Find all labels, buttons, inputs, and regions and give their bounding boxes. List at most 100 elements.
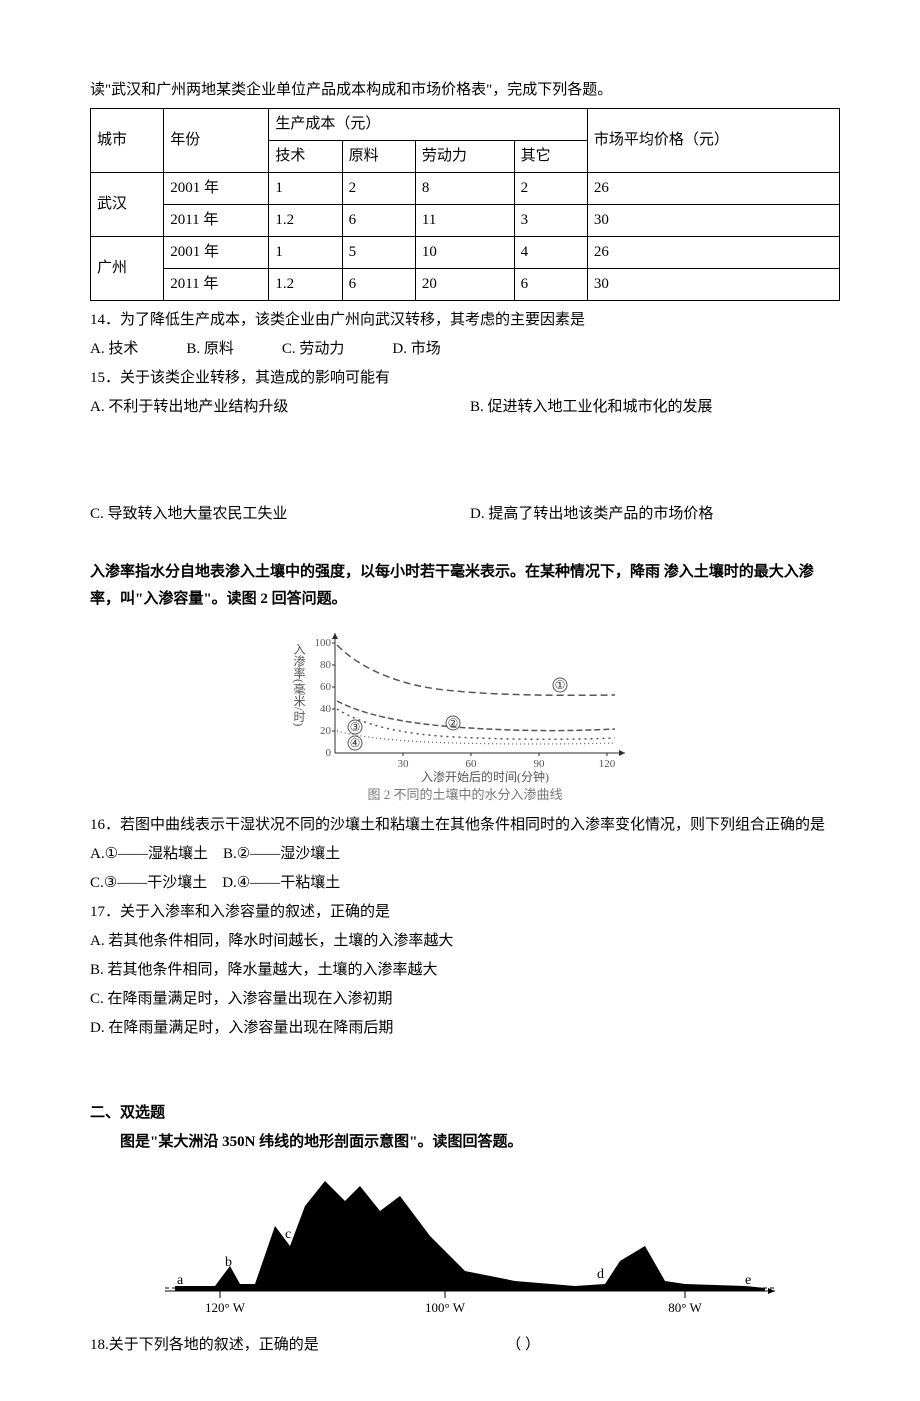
cell: 1 xyxy=(269,173,342,205)
ytick: 80 xyxy=(320,659,332,671)
cell: 20 xyxy=(415,269,514,301)
q14-c: C. 劳动力 xyxy=(282,336,345,363)
cell: 26 xyxy=(587,237,839,269)
cell: 30 xyxy=(587,205,839,237)
th-price: 市场平均价格（元） xyxy=(587,109,839,173)
cell: 8 xyxy=(415,173,514,205)
cell-year: 2001 年 xyxy=(164,237,269,269)
q18-line: 18.关于下列各地的叙述，正确的是 （ ） xyxy=(90,1332,840,1359)
q16-a: A.①——湿粘壤土 xyxy=(90,846,208,862)
q16-d: D.④——干粘壤土 xyxy=(222,875,340,891)
q14-options: A. 技术 B. 原料 C. 劳动力 D. 市场 xyxy=(90,336,840,363)
q17-d: D. 在降雨量满足时，入渗容量出现在降雨后期 xyxy=(90,1015,840,1042)
cell-year: 2001 年 xyxy=(164,173,269,205)
cell: 2 xyxy=(514,173,587,205)
marker-3: ③ xyxy=(350,720,361,734)
label-d: d xyxy=(597,1267,604,1282)
cell: 4 xyxy=(514,237,587,269)
q17-a: A. 若其他条件相同，降水时间越长，土壤的入渗率越大 xyxy=(90,928,840,955)
cell-year: 2011 年 xyxy=(164,205,269,237)
curve-4 xyxy=(337,731,615,744)
cell: 3 xyxy=(514,205,587,237)
q18-paren: （ ） xyxy=(506,1337,540,1353)
q14-d: D. 市场 xyxy=(392,336,440,363)
xtick: 60 xyxy=(466,758,478,770)
label-b: b xyxy=(225,1255,232,1270)
q15-stem: 15．关于该类企业转移，其造成的影响可能有 xyxy=(90,365,840,392)
cost-table: 城市 年份 生产成本（元） 市场平均价格（元） 技术 原料 劳动力 其它 武汉 … xyxy=(90,108,840,301)
cell: 6 xyxy=(514,269,587,301)
label-c: c xyxy=(285,1227,291,1242)
cell: 26 xyxy=(587,173,839,205)
q14-stem: 14．为了降低生产成本，该类企业由广州向武汉转移，其考虑的主要因素是 xyxy=(90,307,840,334)
q17-c: C. 在降雨量满足时，入渗容量出现在入渗初期 xyxy=(90,986,840,1013)
cell-city: 武汉 xyxy=(91,173,164,237)
xtick: 120 xyxy=(599,758,616,770)
terrain-silhouette xyxy=(175,1181,765,1291)
marker-1: ① xyxy=(555,678,566,692)
th-year: 年份 xyxy=(164,109,269,173)
cell-city: 广州 xyxy=(91,237,164,301)
cell: 5 xyxy=(342,237,415,269)
cell: 1.2 xyxy=(269,269,342,301)
table-row: 广州 2001 年 1 5 10 4 26 xyxy=(91,237,840,269)
th-costgroup: 生产成本（元） xyxy=(269,109,587,141)
ytick: 60 xyxy=(320,681,332,693)
marker-4: ④ xyxy=(350,736,361,750)
q15-c: C. 导致转入地大量农民工失业 xyxy=(90,501,390,528)
cell: 30 xyxy=(587,269,839,301)
th-tech: 技术 xyxy=(269,141,342,173)
tick-100w: 100° W xyxy=(425,1300,466,1315)
cell: 1 xyxy=(269,237,342,269)
q18-stem: 18.关于下列各地的叙述，正确的是 xyxy=(90,1337,319,1353)
cell: 6 xyxy=(342,205,415,237)
figure-2: 入渗率(毫米/时) 0 20 40 60 80 100 30 60 90 120… xyxy=(90,623,840,806)
q15-a: A. 不利于转出地产业结构升级 xyxy=(90,394,390,421)
table-row: 2011 年 1.2 6 11 3 30 xyxy=(91,205,840,237)
q14-b: B. 原料 xyxy=(186,336,234,363)
y-label: 入渗率(毫米/时) xyxy=(292,643,306,726)
label-e: e xyxy=(745,1273,751,1288)
intro-1: 读"武汉和广州两地某类企业单位产品成本构成和市场价格表"，完成下列各题。 xyxy=(90,77,840,104)
q16-stem: 16．若图中曲线表示干湿状况不同的沙壤土和粘壤土在其他条件相同时的入渗率变化情况… xyxy=(90,812,840,839)
q15-options: A. 不利于转出地产业结构升级 B. 促进转入地工业化和城市化的发展 C. 导致… xyxy=(90,394,840,528)
q16-c: C.③——干沙壤土 xyxy=(90,875,207,891)
ytick: 0 xyxy=(326,747,332,759)
q16-cd: C.③——干沙壤土 D.④——干粘壤土 xyxy=(90,870,840,897)
cell: 6 xyxy=(342,269,415,301)
figure-2-caption: 图 2 不同的土壤中的水分入渗曲线 xyxy=(90,783,840,806)
section-2-heading: 二、双选题 xyxy=(90,1100,840,1127)
infiltration-chart: 入渗率(毫米/时) 0 20 40 60 80 100 30 60 90 120… xyxy=(285,623,645,783)
tick-120w: 120° W xyxy=(205,1300,246,1315)
q16-b: B.②——湿沙壤土 xyxy=(223,846,340,862)
q15-b: B. 促进转入地工业化和城市化的发展 xyxy=(470,394,770,421)
passage-2: 入渗率指水分自地表渗入土壤中的强度，以每小时若干毫米表示。在某种情况下，降雨 渗… xyxy=(90,559,840,613)
xtick: 30 xyxy=(398,758,410,770)
ytick: 100 xyxy=(315,637,332,649)
th-labor: 劳动力 xyxy=(415,141,514,173)
tick-80w: 80° W xyxy=(668,1300,702,1315)
q14-a: A. 技术 xyxy=(90,336,138,363)
th-other: 其它 xyxy=(514,141,587,173)
ytick: 20 xyxy=(320,725,332,737)
cell: 2 xyxy=(342,173,415,205)
cell: 10 xyxy=(415,237,514,269)
q15-d: D. 提高了转出地该类产品的市场价格 xyxy=(470,501,770,528)
xtick: 90 xyxy=(534,758,546,770)
curve-2 xyxy=(337,701,615,731)
x-label: 入渗开始后的时间(分钟) xyxy=(421,769,549,783)
terrain-profile: a b c d e 120° W 100° W 80° W xyxy=(145,1166,785,1326)
q17-stem: 17．关于入渗率和入渗容量的叙述，正确的是 xyxy=(90,899,840,926)
passage-3: 图是"某大洲沿 350N 纬线的地形剖面示意图"。读图回答题。 xyxy=(90,1129,840,1156)
th-city: 城市 xyxy=(91,109,164,173)
cell: 11 xyxy=(415,205,514,237)
q17-b: B. 若其他条件相同，降水量越大，土壤的入渗率越大 xyxy=(90,957,840,984)
label-a: a xyxy=(177,1273,184,1288)
ytick: 40 xyxy=(320,703,332,715)
cell: 1.2 xyxy=(269,205,342,237)
marker-2: ② xyxy=(448,716,459,730)
cell-year: 2011 年 xyxy=(164,269,269,301)
figure-3: a b c d e 120° W 100° W 80° W xyxy=(90,1166,840,1326)
curve-1 xyxy=(337,645,615,695)
table-row: 武汉 2001 年 1 2 8 2 26 xyxy=(91,173,840,205)
